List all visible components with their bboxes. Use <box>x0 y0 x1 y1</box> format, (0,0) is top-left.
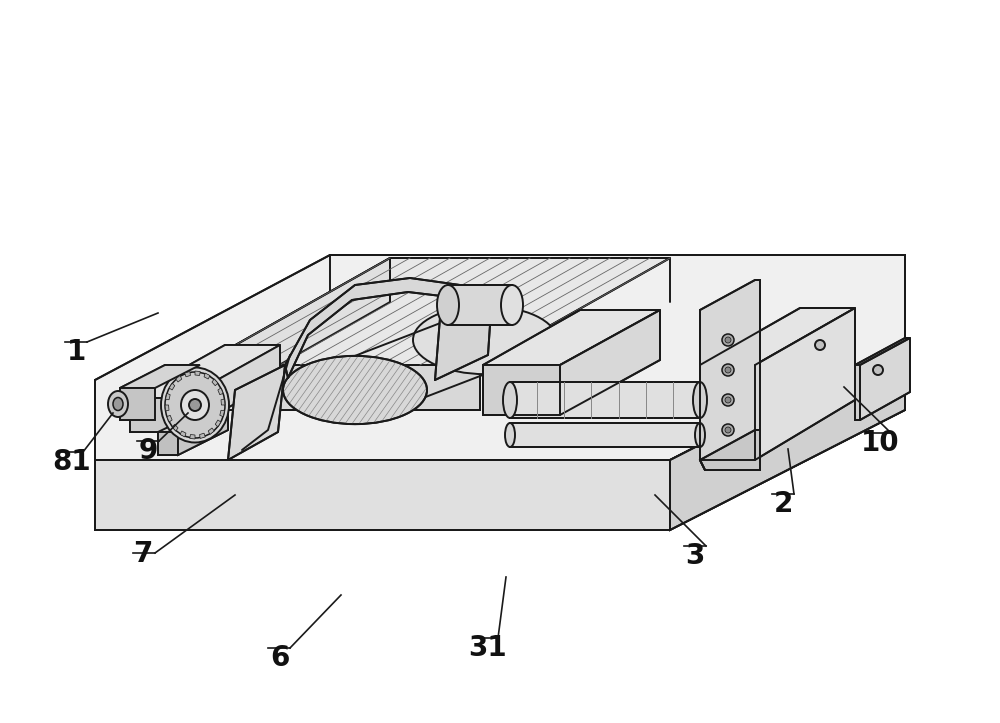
Ellipse shape <box>108 391 128 417</box>
Polygon shape <box>670 340 905 530</box>
Polygon shape <box>483 365 560 415</box>
Text: 6: 6 <box>270 644 290 672</box>
Text: 2: 2 <box>773 490 793 518</box>
Ellipse shape <box>437 285 459 325</box>
Polygon shape <box>200 433 205 438</box>
Polygon shape <box>200 258 670 365</box>
Polygon shape <box>180 431 186 437</box>
Ellipse shape <box>165 372 225 438</box>
Polygon shape <box>167 415 172 422</box>
Ellipse shape <box>693 382 707 418</box>
Text: 1: 1 <box>66 338 86 366</box>
Polygon shape <box>435 295 492 380</box>
Text: 3: 3 <box>685 542 705 570</box>
Ellipse shape <box>113 398 123 411</box>
Ellipse shape <box>501 285 523 325</box>
Polygon shape <box>165 405 169 411</box>
Polygon shape <box>215 420 221 427</box>
Polygon shape <box>176 375 182 382</box>
Circle shape <box>722 334 734 346</box>
Polygon shape <box>158 408 228 432</box>
Circle shape <box>722 394 734 406</box>
Polygon shape <box>195 371 200 375</box>
Polygon shape <box>130 398 185 432</box>
Polygon shape <box>185 345 280 432</box>
Circle shape <box>725 427 731 433</box>
Polygon shape <box>700 280 760 470</box>
Polygon shape <box>190 435 195 439</box>
Circle shape <box>873 365 883 375</box>
Text: 81: 81 <box>53 448 91 476</box>
Polygon shape <box>120 388 155 420</box>
Circle shape <box>725 397 731 403</box>
Circle shape <box>725 367 731 373</box>
Polygon shape <box>158 432 178 455</box>
Polygon shape <box>700 430 760 470</box>
Polygon shape <box>510 382 700 418</box>
Polygon shape <box>221 399 225 405</box>
Text: 9: 9 <box>138 437 158 465</box>
Ellipse shape <box>503 382 517 418</box>
Polygon shape <box>185 372 190 377</box>
Polygon shape <box>510 423 700 447</box>
Text: 7: 7 <box>133 540 153 568</box>
Polygon shape <box>95 460 670 530</box>
Polygon shape <box>755 308 855 460</box>
Polygon shape <box>178 408 228 455</box>
Circle shape <box>722 424 734 436</box>
Polygon shape <box>855 365 860 420</box>
Polygon shape <box>560 310 660 415</box>
Polygon shape <box>448 285 512 325</box>
Ellipse shape <box>695 423 705 447</box>
Ellipse shape <box>283 356 427 424</box>
Polygon shape <box>172 424 178 431</box>
Polygon shape <box>483 310 660 365</box>
Polygon shape <box>208 428 214 435</box>
Polygon shape <box>169 383 175 390</box>
Polygon shape <box>285 278 492 378</box>
Polygon shape <box>855 338 910 365</box>
Polygon shape <box>670 340 905 530</box>
Polygon shape <box>130 345 280 398</box>
Polygon shape <box>218 388 223 395</box>
Polygon shape <box>200 365 480 410</box>
Polygon shape <box>700 365 755 460</box>
Polygon shape <box>700 308 855 365</box>
Circle shape <box>722 364 734 376</box>
Polygon shape <box>860 338 910 420</box>
Ellipse shape <box>181 390 209 420</box>
Circle shape <box>815 340 825 350</box>
Polygon shape <box>220 410 224 416</box>
Polygon shape <box>228 365 285 460</box>
Text: 31: 31 <box>468 634 506 662</box>
Polygon shape <box>120 365 200 388</box>
Polygon shape <box>212 379 218 385</box>
Polygon shape <box>166 393 170 400</box>
Circle shape <box>189 399 201 411</box>
Ellipse shape <box>161 367 229 442</box>
Ellipse shape <box>505 423 515 447</box>
Circle shape <box>725 337 731 343</box>
Polygon shape <box>95 255 905 460</box>
Polygon shape <box>204 373 210 379</box>
Polygon shape <box>200 258 390 410</box>
Text: 10: 10 <box>861 429 899 457</box>
Ellipse shape <box>413 306 557 374</box>
